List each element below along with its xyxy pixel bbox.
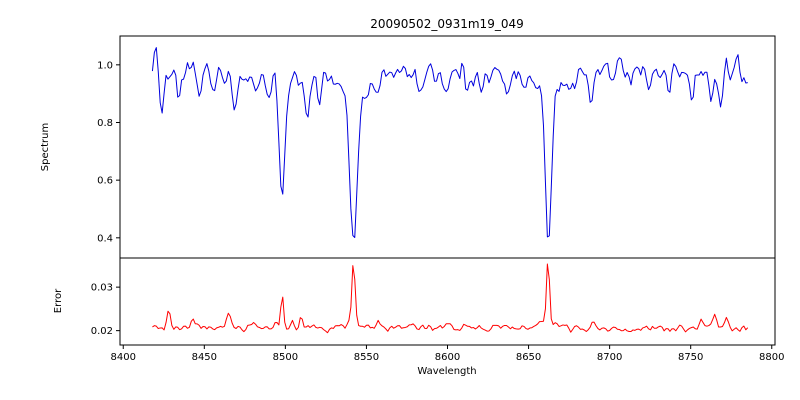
x-tick-label: 8500	[273, 352, 298, 363]
y-axis-label-error: Error	[53, 288, 64, 313]
chart-title: 20090502_0931m19_049	[370, 17, 523, 31]
spectrum-y-tick-label: 0.8	[97, 118, 113, 129]
error-y-tick-label: 0.03	[91, 283, 113, 294]
spectrum-y-tick-label: 0.6	[97, 176, 113, 187]
x-axis-label: Wavelength	[417, 366, 476, 377]
x-tick-label: 8750	[678, 352, 703, 363]
x-tick-label: 8600	[435, 352, 460, 363]
x-tick-label: 8400	[111, 352, 136, 363]
spectrum-y-tick-label: 1.0	[97, 60, 113, 71]
error-y-tick-label: 0.02	[91, 326, 113, 337]
x-tick-label: 8550	[354, 352, 379, 363]
error-line	[152, 263, 749, 334]
spectrum-y-tick-label: 0.4	[97, 233, 113, 244]
x-tick-label: 8650	[516, 352, 541, 363]
error-axes-frame	[119, 257, 776, 346]
spectrum-line	[151, 47, 748, 239]
x-tick-label: 8800	[759, 352, 784, 363]
x-tick-label: 8700	[597, 352, 622, 363]
y-axis-label-spectrum: Spectrum	[40, 123, 51, 171]
x-tick-label: 8450	[192, 352, 217, 363]
plot-area: 0.4 0.6 0.8 1.0 0.02 0.03 8400 8450 8500 8550 8600…	[91, 35, 784, 363]
